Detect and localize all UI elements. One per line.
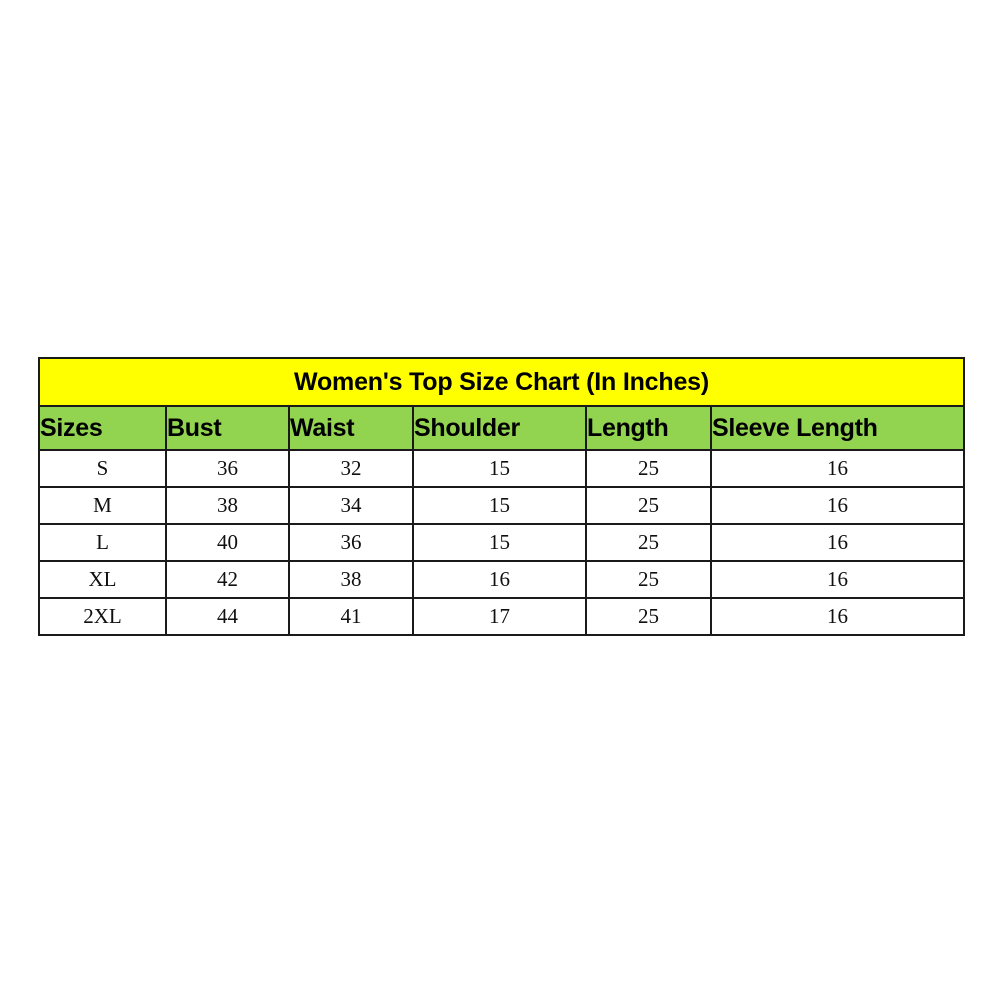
cell-length: 25 (585, 560, 712, 599)
cell-sleeve-length: 16 (709, 597, 966, 636)
cell-shoulder: 15 (412, 523, 587, 562)
cell-waist: 34 (288, 486, 414, 525)
cell-waist: 32 (288, 449, 414, 488)
cell-bust: 44 (165, 597, 290, 636)
column-header-waist: Waist (288, 405, 414, 451)
column-header-sizes: Sizes (38, 405, 167, 451)
cell-length: 25 (585, 486, 712, 525)
cell-length: 25 (585, 449, 712, 488)
cell-shoulder: 15 (412, 449, 587, 488)
column-header-shoulder: Shoulder (412, 405, 587, 451)
table-row: 2XL 44 41 17 25 16 (38, 597, 966, 636)
cell-size: M (38, 486, 167, 525)
cell-sleeve-length: 16 (709, 560, 966, 599)
column-header-length: Length (585, 405, 712, 451)
cell-bust: 36 (165, 449, 290, 488)
cell-waist: 36 (288, 523, 414, 562)
cell-bust: 40 (165, 523, 290, 562)
cell-size: S (38, 449, 167, 488)
column-header-row: Sizes Bust Waist Shoulder Length Sleeve … (38, 405, 966, 451)
table-row: L 40 36 15 25 16 (38, 523, 966, 562)
table-row: M 38 34 15 25 16 (38, 486, 966, 525)
size-chart-body: S 36 32 15 25 16 M 38 34 15 25 16 L (38, 449, 966, 636)
size-chart-table: Women's Top Size Chart (In Inches) Sizes… (37, 357, 966, 636)
cell-sleeve-length: 16 (709, 486, 966, 525)
size-chart-header-group: Women's Top Size Chart (In Inches) Sizes… (37, 357, 966, 451)
table-row: S 36 32 15 25 16 (38, 449, 966, 488)
cell-shoulder: 15 (412, 486, 587, 525)
chart-title-row: Women's Top Size Chart (In Inches) (37, 357, 966, 407)
column-header-bust: Bust (165, 405, 290, 451)
cell-shoulder: 16 (412, 560, 587, 599)
cell-sleeve-length: 16 (709, 523, 966, 562)
cell-bust: 38 (165, 486, 290, 525)
cell-length: 25 (585, 523, 712, 562)
cell-size: XL (38, 560, 167, 599)
cell-size: L (38, 523, 167, 562)
cell-bust: 42 (165, 560, 290, 599)
cell-waist: 38 (288, 560, 414, 599)
column-header-sleeve-length: Sleeve Length (709, 405, 966, 451)
size-chart-container: Women's Top Size Chart (In Inches) Sizes… (37, 357, 966, 636)
cell-length: 25 (585, 597, 712, 636)
cell-shoulder: 17 (412, 597, 587, 636)
cell-sleeve-length: 16 (709, 449, 966, 488)
chart-title: Women's Top Size Chart (In Inches) (37, 357, 966, 407)
cell-waist: 41 (288, 597, 414, 636)
table-row: XL 42 38 16 25 16 (38, 560, 966, 599)
cell-size: 2XL (38, 597, 167, 636)
